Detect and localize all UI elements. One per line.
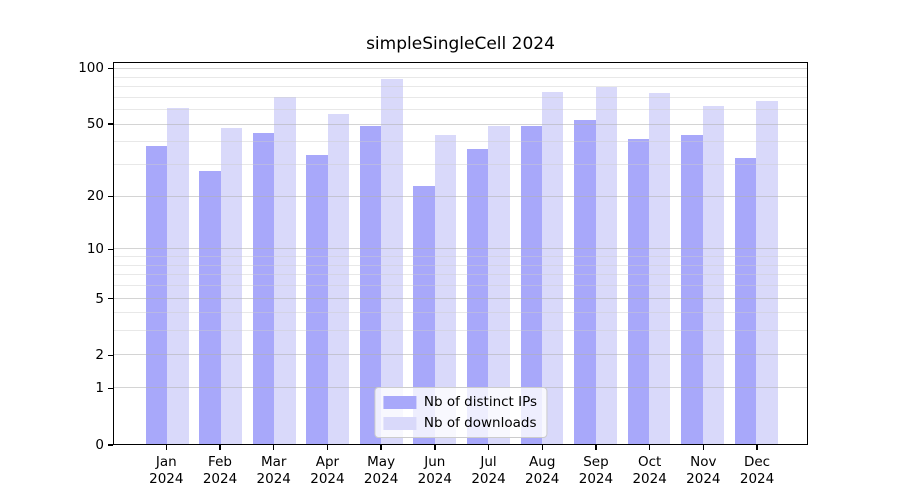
x-tick-mark-may xyxy=(380,445,382,450)
legend-row-distinct-ips: Nb of distinct IPs xyxy=(382,394,538,410)
x-tick-label-feb: Feb 2024 xyxy=(202,454,238,487)
x-tick-label-may: May 2024 xyxy=(363,454,399,487)
x-tick-mark-jul xyxy=(487,445,490,450)
bar-downloads-jun xyxy=(434,134,457,444)
gridline-minor-30 xyxy=(114,164,807,166)
x-tick-label-dec: Dec 2024 xyxy=(739,454,775,487)
y-tick-label-2: 2 xyxy=(95,347,104,364)
gridline-minor-40 xyxy=(114,141,807,143)
bar-distinct-ips-may xyxy=(359,126,382,444)
x-tick-mark-mar xyxy=(273,445,275,450)
y-tick-label-5: 5 xyxy=(95,290,104,307)
legend-label-downloads: Nb of downloads xyxy=(423,415,537,431)
bar-downloads-aug xyxy=(541,92,564,444)
bar-downloads-nov xyxy=(702,106,725,444)
bar-distinct-ips-dec xyxy=(734,157,757,444)
bar-downloads-jul xyxy=(488,126,510,444)
y-tick-mark-100 xyxy=(108,67,113,69)
gridline-major-50 xyxy=(114,123,807,125)
bar-downloads-sep xyxy=(595,87,617,444)
gridline-minor-90 xyxy=(114,76,807,78)
x-tick-label-jun: Jun 2024 xyxy=(417,454,452,487)
y-tick-label-0: 0 xyxy=(95,437,104,453)
bar-distinct-ips-apr xyxy=(306,155,328,444)
bar-downloads-mar xyxy=(274,96,296,444)
gridline-major-5 xyxy=(114,297,807,299)
x-tick-mark-feb xyxy=(219,445,221,450)
x-tick-mark-jun xyxy=(434,445,436,450)
x-tick-label-mar: Mar 2024 xyxy=(256,454,291,487)
y-tick-label-20: 20 xyxy=(86,188,104,205)
bar-downloads-dec xyxy=(756,101,778,444)
bar-downloads-feb xyxy=(220,127,243,444)
gridline-major-10 xyxy=(114,248,807,250)
y-tick-mark-20 xyxy=(108,195,113,198)
x-tick-mark-apr xyxy=(326,445,329,450)
bar-downloads-jan xyxy=(167,107,189,444)
gridline-major-100 xyxy=(114,68,807,70)
bar-distinct-ips-jul xyxy=(467,148,489,444)
gridline-minor-70 xyxy=(114,96,807,98)
y-tick-label-10: 10 xyxy=(86,241,104,258)
x-tick-label-sep: Sep 2024 xyxy=(578,454,614,487)
x-tick-label-jul: Jul 2024 xyxy=(471,454,506,487)
bar-distinct-ips-jan xyxy=(145,146,168,444)
x-tick-label-aug: Aug 2024 xyxy=(525,454,560,487)
legend-row-downloads: Nb of downloads xyxy=(382,415,537,431)
x-tick-label-oct: Oct 2024 xyxy=(632,454,667,487)
legend-swatch-distinct-ips xyxy=(382,395,416,409)
x-tick-label-nov: Nov 2024 xyxy=(686,454,721,487)
legend-swatch-downloads xyxy=(382,416,416,430)
x-tick-label-jan: Jan 2024 xyxy=(149,454,184,487)
x-tick-label-apr: Apr 2024 xyxy=(310,454,345,487)
y-tick-mark-0 xyxy=(108,444,113,446)
y-tick-mark-10 xyxy=(108,248,113,250)
y-tick-mark-2 xyxy=(108,354,113,356)
gridline-minor-6 xyxy=(114,284,807,286)
y-tick-label-50: 50 xyxy=(86,116,104,132)
bar-distinct-ips-sep xyxy=(574,120,596,444)
gridline-minor-9 xyxy=(114,256,807,257)
x-tick-mark-oct xyxy=(648,445,651,450)
gridline-minor-4 xyxy=(114,312,807,314)
y-tick-mark-1 xyxy=(108,387,113,390)
chart-title: simpleSingleCell 2024 xyxy=(366,34,555,54)
gridline-minor-60 xyxy=(114,109,807,111)
bar-downloads-oct xyxy=(649,93,671,444)
gridline-major-2 xyxy=(114,353,807,355)
bar-distinct-ips-aug xyxy=(520,126,542,444)
bar-distinct-ips-mar xyxy=(252,133,275,444)
gridline-major-20 xyxy=(114,195,807,197)
y-tick-mark-50 xyxy=(108,123,113,125)
bar-distinct-ips-oct xyxy=(627,138,650,444)
bar-distinct-ips-nov xyxy=(681,134,703,444)
bar-distinct-ips-jun xyxy=(413,185,435,444)
gridline-minor-7 xyxy=(114,274,807,276)
x-tick-mark-sep xyxy=(595,445,597,450)
x-tick-mark-dec xyxy=(756,445,758,450)
bar-distinct-ips-feb xyxy=(199,170,221,444)
x-tick-mark-aug xyxy=(541,445,543,450)
plot-area: Nb of distinct IPs Nb of downloads xyxy=(113,62,808,445)
y-tick-mark-5 xyxy=(108,298,113,300)
y-tick-label-100: 100 xyxy=(78,60,104,77)
legend: Nb of distinct IPs Nb of downloads xyxy=(373,387,548,438)
bar-downloads-may xyxy=(381,79,403,444)
legend-label-distinct-ips: Nb of distinct IPs xyxy=(423,394,538,410)
gridline-minor-8 xyxy=(114,264,807,266)
y-tick-label-1: 1 xyxy=(95,380,104,397)
x-tick-mark-jan xyxy=(165,445,167,450)
x-tick-mark-nov xyxy=(702,445,705,450)
gridline-minor-80 xyxy=(114,86,807,88)
gridline-minor-3 xyxy=(114,330,807,332)
